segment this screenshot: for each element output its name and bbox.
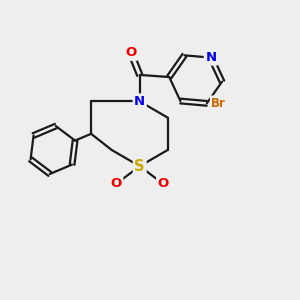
Text: O: O bbox=[158, 177, 169, 190]
Text: Br: Br bbox=[211, 97, 226, 110]
Text: N: N bbox=[134, 95, 145, 108]
Text: O: O bbox=[125, 46, 136, 59]
Text: N: N bbox=[205, 51, 216, 64]
Text: O: O bbox=[110, 177, 122, 190]
Text: S: S bbox=[134, 159, 145, 174]
